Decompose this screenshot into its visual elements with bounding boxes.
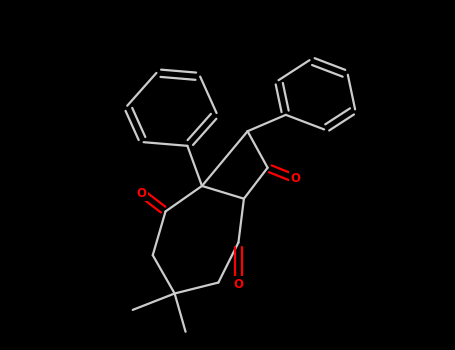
Text: O: O (290, 172, 300, 185)
Text: O: O (233, 278, 243, 291)
Text: O: O (137, 187, 147, 200)
